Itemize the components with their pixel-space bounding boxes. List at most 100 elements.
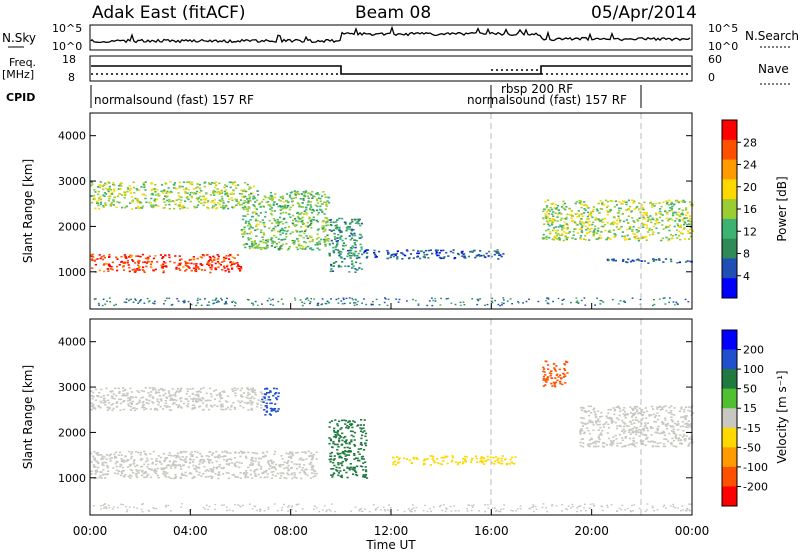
data-cell-6 [587, 429, 590, 432]
data-cell-1 [179, 205, 183, 208]
data-cell-1 [125, 205, 129, 208]
data-cell-5 [689, 223, 692, 226]
data-cell-2 [266, 244, 269, 247]
near-range-cell [196, 302, 199, 304]
data-cell-2 [248, 206, 251, 209]
data-cell-1 [253, 397, 256, 400]
near-range-cell [491, 301, 494, 304]
data-cell-1 [243, 401, 246, 404]
data-cell-5 [582, 204, 585, 206]
data-cell-4 [454, 461, 458, 463]
data-cell-2 [273, 409, 276, 412]
near-range-cell [358, 510, 361, 512]
data-cell-1 [126, 392, 129, 395]
data-cell-5 [594, 225, 597, 228]
data-cell-5 [585, 232, 588, 235]
data-cell-0 [178, 259, 182, 261]
data-cell-6 [599, 432, 603, 435]
data-cell-1 [148, 399, 151, 402]
data-cell-5 [648, 234, 651, 236]
data-cell-1 [105, 183, 108, 185]
data-cell-5 [592, 232, 596, 234]
data-cell-3 [344, 237, 347, 240]
data-cell-5 [633, 200, 636, 203]
colorbar-tick-label: 16 [743, 203, 757, 216]
data-cell-1 [229, 193, 232, 195]
data-cell-2 [264, 388, 267, 390]
data-cell-0 [110, 457, 113, 459]
data-cell-4 [493, 460, 497, 463]
near-range-cell [519, 508, 522, 510]
data-cell-4 [480, 456, 483, 458]
data-cell-1 [111, 397, 114, 399]
data-cell-0 [241, 452, 244, 454]
near-range-cell [180, 506, 183, 508]
data-cell-2 [264, 196, 267, 199]
data-cell-2 [311, 197, 314, 199]
data-cell-0 [192, 458, 195, 461]
data-cell-5 [581, 221, 584, 223]
data-cell-6 [669, 425, 672, 427]
data-cell-0 [175, 460, 178, 463]
data-cell-6 [613, 409, 617, 412]
data-cell-0 [146, 457, 149, 460]
data-cell-1 [126, 190, 129, 193]
data-cell-1 [168, 392, 171, 394]
data-cell-5 [548, 236, 551, 239]
data-cell-0 [302, 459, 305, 461]
near-range-cell [551, 505, 553, 507]
data-cell-3 [330, 468, 333, 470]
data-cell-3 [344, 221, 347, 224]
data-cell-1 [230, 181, 233, 184]
data-cell-1 [223, 186, 226, 189]
data-cell-5 [619, 219, 622, 222]
near-range-cell [334, 510, 336, 513]
data-cell-1 [196, 186, 199, 188]
near-range-cell [439, 304, 442, 306]
data-cell-1 [106, 188, 109, 191]
data-cell-2 [273, 234, 276, 237]
data-cell-3 [362, 462, 365, 464]
data-cell-0 [128, 464, 131, 466]
near-range-cell [348, 297, 351, 299]
data-cell-0 [290, 461, 293, 463]
data-cell-0 [188, 259, 191, 261]
data-cell-4 [374, 254, 377, 257]
data-cell-5 [549, 231, 552, 233]
data-cell-5 [627, 222, 630, 225]
data-cell-5 [642, 214, 645, 217]
data-cell-1 [162, 190, 165, 192]
near-range-cell [301, 301, 303, 303]
data-cell-0 [141, 268, 144, 271]
data-cell-3 [333, 232, 336, 235]
data-cell-1 [257, 399, 260, 401]
near-range-cell [495, 510, 497, 512]
data-cell-1 [134, 197, 137, 200]
data-cell-1 [235, 200, 238, 202]
data-cell-3 [355, 261, 358, 264]
data-cell-4 [429, 249, 432, 251]
data-cell-0 [281, 472, 284, 474]
data-cell-3 [351, 220, 354, 223]
data-cell-5 [567, 232, 570, 235]
near-range-cell [669, 297, 671, 299]
data-cell-2 [255, 223, 258, 226]
data-cell-0 [170, 465, 173, 467]
data-cell-6 [656, 418, 660, 421]
near-range-cell [267, 506, 270, 509]
data-cell-5 [552, 211, 555, 213]
data-cell-5 [565, 238, 568, 240]
data-cell-6 [579, 431, 582, 434]
data-cell-3 [354, 246, 357, 249]
data-cell-0 [129, 474, 132, 477]
data-cell-0 [146, 260, 149, 263]
data-cell-6 [663, 438, 666, 440]
data-cell-3 [339, 462, 342, 465]
near-range-cell [497, 510, 500, 512]
data-cell-1 [103, 397, 106, 400]
data-cell-0 [239, 472, 242, 474]
data-cell-0 [291, 477, 294, 480]
data-cell-2 [249, 199, 252, 202]
near-range-cell [616, 510, 619, 512]
data-cell-2 [284, 205, 287, 207]
